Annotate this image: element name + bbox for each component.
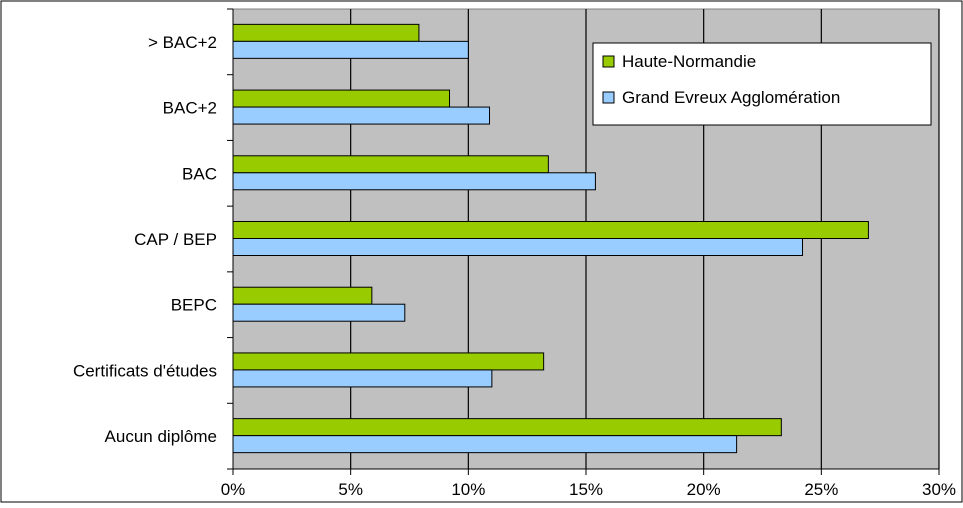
x-tick-label: 10% [451, 480, 485, 499]
category-label: Aucun diplôme [105, 427, 217, 446]
bars [232, 23, 869, 454]
x-tick-label: 0% [221, 480, 246, 499]
bar-grand-evreux [232, 40, 469, 59]
category-label: CAP / BEP [134, 230, 217, 249]
legend-label: Haute-Normandie [622, 52, 756, 71]
category-label: > BAC+2 [148, 33, 217, 52]
bar-haute-normandie [232, 418, 782, 437]
bar-haute-normandie [232, 286, 373, 305]
legend: Haute-Normandie Grand Evreux Agglomératio… [592, 42, 932, 126]
legend-swatch [602, 55, 615, 68]
category-label: BAC [182, 164, 217, 183]
x-tick-label: 15% [569, 480, 603, 499]
category-label: BEPC [171, 296, 217, 315]
x-tick-label: 25% [804, 480, 838, 499]
bar-grand-evreux [232, 238, 804, 256]
axes [227, 8, 940, 475]
x-tick-label: 5% [338, 480, 363, 499]
x-tick-labels: 0% 5% 10% 15% 20% 25% 30% [221, 480, 956, 499]
bar-grand-evreux [232, 303, 406, 322]
bar-grand-evreux [232, 369, 493, 388]
bar-haute-normandie [232, 89, 451, 108]
bar-haute-normandie [232, 221, 869, 239]
x-tick-label: 30% [922, 480, 956, 499]
bar-grand-evreux [232, 435, 738, 454]
category-label: BAC+2 [163, 99, 217, 118]
bar-grand-evreux [232, 106, 491, 125]
legend-label: Grand Evreux Agglomération [622, 88, 840, 107]
bar-haute-normandie [232, 155, 549, 174]
bar-haute-normandie [232, 23, 420, 42]
bar-haute-normandie [232, 352, 545, 371]
bar-grand-evreux [232, 172, 596, 191]
x-tick-label: 20% [687, 480, 721, 499]
category-label: Certificats d'études [73, 361, 217, 380]
legend-box [592, 42, 932, 126]
category-labels: > BAC+2 BAC+2 BAC CAP / BEP BEPC Certificats … [73, 33, 217, 446]
legend-swatch [602, 91, 615, 104]
